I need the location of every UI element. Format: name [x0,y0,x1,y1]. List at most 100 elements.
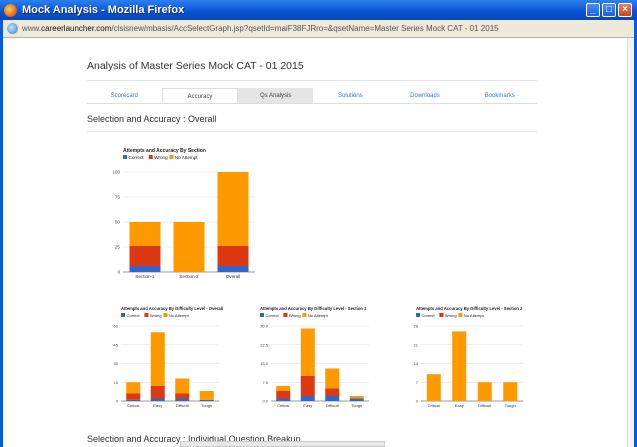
bar-wrong [300,376,315,396]
x-tick-label: Tough [351,403,362,408]
legend-swatch [144,313,149,317]
tab-bar: Scorecard Accuracy Qs Analysis Solutions Dow… [87,88,537,104]
bar-correct [349,398,364,401]
legend-swatch [123,155,127,159]
y-tick-label: 15 [114,380,119,385]
section-title-breakup: Selection and Accuracy : Individual Ques… [87,434,301,444]
bar-correct [217,266,249,272]
tab-downloads[interactable]: Downloads [410,93,440,99]
y-tick-label: 7 [416,380,419,385]
bar-correct [150,398,165,401]
y-tick-label: 0.0 [262,399,268,404]
bar-no-attempt [452,331,467,401]
bar-no-attempt [173,222,205,272]
y-tick-label: 7.5 [262,380,268,385]
chart-title: Attempts and Accuracy By Difficulty Leve… [260,306,367,311]
x-tick-label: Tough [201,403,212,408]
bar-no-attempt [199,391,214,400]
title-bar: Mock Analysis - Mozilla Firefox _ □ × [0,0,637,20]
bar-correct [126,399,141,401]
bar-no-attempt [300,328,315,376]
bar-wrong [325,388,340,396]
legend-label: No Attempt [175,155,198,160]
bar-correct [276,398,291,401]
y-tick-label: 60 [114,324,119,329]
legend-swatch [121,313,125,317]
legend-label: Wrong [289,313,301,318]
bar-wrong [129,246,161,266]
section-title-overall: Selection and Accuracy : Overall [87,114,217,124]
bar-correct [199,399,214,401]
bar-no-attempt [503,382,518,401]
vertical-scrollbar[interactable] [627,38,634,447]
bar-no-attempt [129,222,161,246]
close-button[interactable]: × [618,3,632,17]
divider [87,80,537,81]
legend-label: No Attempt [169,313,190,318]
x-tick-label: Difficult [478,403,492,408]
x-tick-label: Critical [428,403,440,408]
page-content: Analysis of Master Series Mock CAT - 01 … [3,38,627,447]
bar-wrong [150,386,165,399]
y-tick-label: 15.0 [260,361,269,366]
y-tick-label: 50 [115,220,121,225]
maximize-button[interactable]: □ [602,3,616,17]
chart-title: Attempts and Accuracy By Difficulty Leve… [121,306,223,311]
horizontal-scrollbar[interactable] [180,441,385,447]
y-tick-label: 45 [114,342,119,347]
legend-swatch [260,313,264,317]
y-tick-label: 14 [414,361,419,366]
bar-no-attempt [217,172,249,246]
window-title: Mock Analysis - Mozilla Firefox [22,4,185,16]
x-tick-label: Easy [455,403,464,408]
divider [87,131,537,132]
y-tick-label: 0 [416,399,419,404]
bar-wrong [217,246,249,266]
x-tick-label: Critical [277,403,289,408]
y-tick-label: 30.0 [260,324,269,329]
firefox-icon [4,3,17,17]
bar-no-attempt [150,332,165,386]
legend-label: Wrong [150,313,162,318]
bar-wrong [175,393,190,399]
tab-qs-analysis[interactable]: Qs Analysis [238,88,314,103]
bar-wrong [126,393,141,400]
y-tick-label: 0 [117,270,120,275]
tab-scorecard[interactable]: Scorecard [110,93,139,99]
legend-swatch [169,155,174,159]
minimize-button[interactable]: _ [586,3,600,17]
legend-swatch [416,313,420,317]
bar-no-attempt [426,374,441,401]
legend-label: Correct [127,313,141,318]
tab-bookmarks[interactable]: Bookmarks [484,93,515,99]
legend-label: Correct [266,313,280,318]
x-tick-label: Critical [127,403,139,408]
url-text[interactable]: www.careerlauncher.com/clsisnew/mbasis/A… [22,24,499,33]
bar-no-attempt [126,382,141,394]
bar-correct [129,266,161,272]
bar-correct [300,396,315,401]
y-tick-label: 75 [115,195,121,200]
y-tick-label: 25 [115,245,121,250]
legend-swatch [163,313,168,317]
legend-swatch [439,313,444,317]
tab-accuracy[interactable]: Accuracy [161,88,239,103]
bar-wrong [276,391,291,399]
y-tick-label: 28 [414,324,419,329]
bar-no-attempt [175,378,190,394]
x-tick-label: Difficult [326,403,340,408]
site-identity-icon[interactable] [7,23,18,34]
page-title: Analysis of Master Series Mock CAT - 01 … [87,60,304,72]
bar-no-attempt [477,382,492,401]
legend-swatch [302,313,307,317]
y-tick-label: 21 [414,342,419,347]
y-tick-label: 0 [116,399,119,404]
address-bar[interactable]: www.careerlauncher.com/clsisnew/mbasis/A… [3,20,634,38]
x-tick-label: Section-1 [135,274,155,279]
legend-swatch [283,313,288,317]
bar-correct [325,396,340,401]
tab-solutions[interactable]: Solutions [338,93,363,99]
x-tick-label: Difficult [176,403,190,408]
